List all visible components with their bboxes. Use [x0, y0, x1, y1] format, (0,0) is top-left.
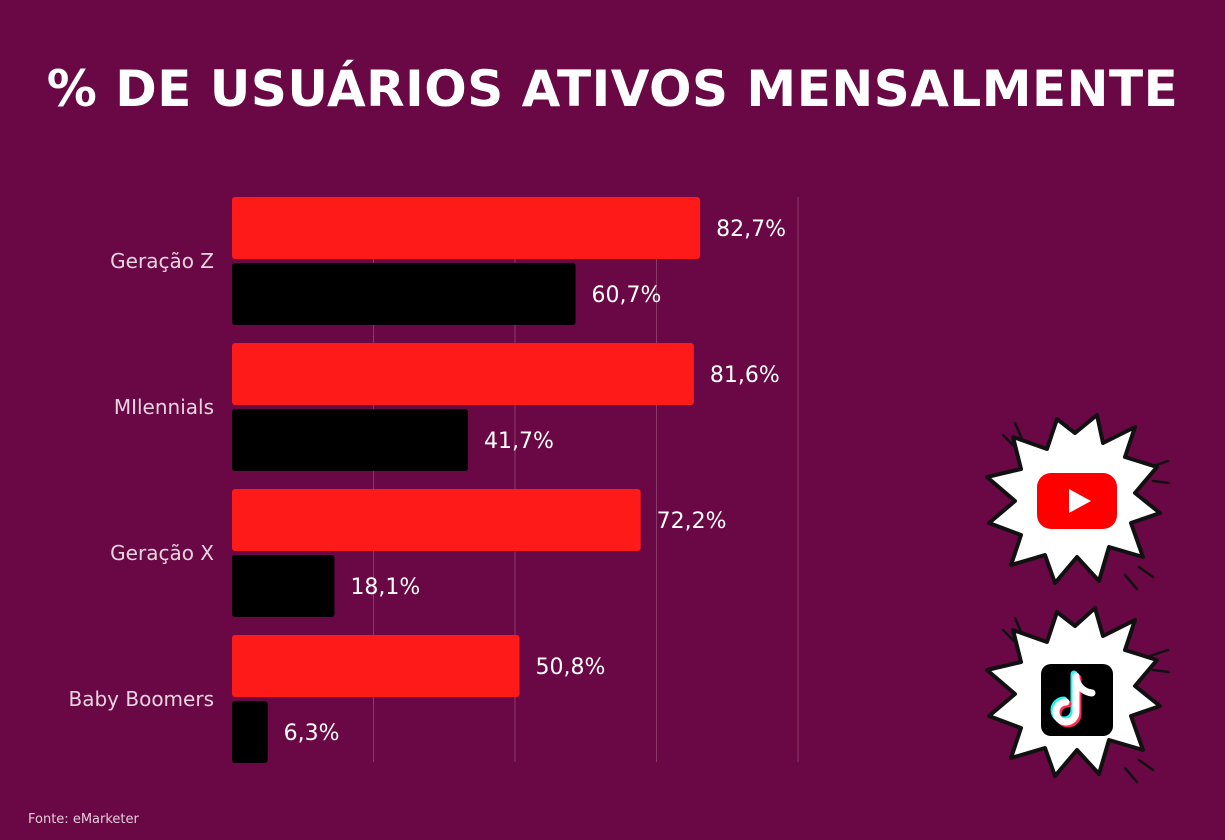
youtube-legend-badge: [975, 405, 1175, 595]
value-label: 82,7%: [716, 217, 786, 242]
category-label: Geração X: [110, 541, 214, 565]
value-label: 6,3%: [284, 721, 340, 746]
value-label: 41,7%: [484, 429, 554, 454]
bar-tiktok: [232, 263, 576, 325]
bar-youtube: [232, 197, 701, 259]
bar-youtube: [232, 489, 641, 551]
chart-title: % DE USUÁRIOS ATIVOS MENSALMENTE: [46, 60, 1179, 118]
value-label: 18,1%: [350, 575, 420, 600]
bar-tiktok: [232, 409, 469, 471]
value-label: 72,2%: [657, 509, 727, 534]
category-label: MIlennials: [114, 395, 214, 419]
labels: Geração Z 82,7% 60,7% MIlennials 81,6% 41,7% G…: [69, 217, 786, 746]
tiktok-legend-badge: [975, 600, 1175, 790]
bar-youtube: [232, 635, 520, 697]
category-label: Baby Boomers: [69, 687, 215, 711]
value-label: 81,6%: [710, 363, 780, 388]
youtube-logo-icon: [985, 413, 1171, 591]
bar-youtube: [232, 343, 694, 405]
bars: [232, 197, 701, 763]
bar-tiktok: [232, 701, 268, 763]
value-label: 50,8%: [536, 655, 606, 680]
value-label: 60,7%: [592, 283, 662, 308]
bar-tiktok: [232, 555, 335, 617]
category-label: Geração Z: [110, 249, 214, 273]
source-note: Fonte: eMarketer: [28, 812, 139, 827]
tiktok-logo-icon: [985, 606, 1171, 784]
